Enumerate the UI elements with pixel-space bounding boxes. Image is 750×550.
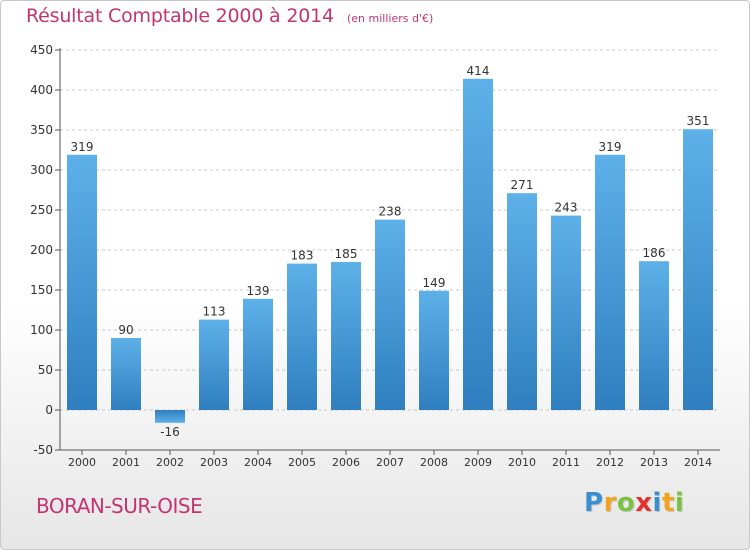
bar-2006	[331, 262, 361, 410]
x-tick-label: 2003	[200, 456, 228, 469]
x-tick-label: 2008	[420, 456, 448, 469]
value-label: 90	[118, 323, 133, 337]
y-tick-label: 50	[38, 363, 53, 377]
logo-letter: x	[635, 488, 653, 518]
y-tick-label: -50	[33, 443, 53, 457]
y-tick-label: 200	[30, 243, 53, 257]
chart-header: Résultat Comptable 2000 à 2014 (en milli…	[26, 5, 433, 27]
y-tick-label: 150	[30, 283, 53, 297]
y-tick-label: 450	[30, 43, 53, 57]
value-label: 139	[247, 284, 270, 298]
value-label: 149	[423, 276, 446, 290]
bar-2014	[683, 129, 713, 410]
value-label: 185	[335, 247, 358, 261]
x-tick-label: 2002	[156, 456, 184, 469]
y-tick-label: 0	[45, 403, 53, 417]
value-label: 238	[379, 205, 402, 219]
bar-2003	[199, 319, 229, 410]
value-label: 351	[687, 114, 710, 128]
value-label: 319	[71, 140, 94, 154]
value-label: 113	[203, 305, 226, 319]
value-label: 271	[511, 178, 534, 192]
x-tick-label: 2005	[288, 456, 316, 469]
y-tick-label: 350	[30, 123, 53, 137]
logo-letter: i	[674, 488, 685, 518]
bar-2009	[463, 78, 493, 411]
x-tick-label: 2009	[464, 456, 492, 469]
bar-2012	[595, 154, 625, 410]
x-tick-label: 2010	[508, 456, 536, 469]
x-tick-label: 2006	[332, 456, 360, 469]
bar-2000	[67, 154, 97, 410]
chart-title: Résultat Comptable 2000 à 2014	[26, 5, 334, 27]
y-tick-label: 400	[30, 83, 53, 97]
x-tick-label: 2014	[684, 456, 712, 469]
bar-2005	[287, 263, 317, 410]
chart-subtitle: (en milliers d'€)	[346, 12, 434, 25]
value-label: 414	[467, 64, 490, 78]
bar-2011	[551, 215, 581, 410]
proxiti-logo: Proxiti	[584, 488, 684, 518]
x-tick-label: 2011	[552, 456, 580, 469]
x-tick-label: 2001	[112, 456, 140, 469]
bar-2004	[243, 298, 273, 410]
bar-2008	[419, 290, 449, 410]
value-label: 186	[643, 246, 666, 260]
logo-letter: o	[616, 488, 636, 518]
label-layer: 319 90 -16 113 139 183 185 238 149 414 271 243 319 18…	[71, 64, 710, 439]
y-tick-label: 300	[30, 163, 53, 177]
bar-2007	[375, 219, 405, 410]
bar-2013	[639, 261, 669, 410]
x-tick-label: 2007	[376, 456, 404, 469]
logo-letter: t	[661, 488, 675, 518]
x-tick-label: 2013	[640, 456, 668, 469]
y-tick-label: 100	[30, 323, 53, 337]
value-label: -16	[160, 425, 180, 439]
bar-2010	[507, 193, 537, 410]
bar-2001	[111, 338, 141, 410]
axis-layer: -50 0 50 100 150 200 250 300 350 400 450 2000 2001 20…	[30, 43, 720, 469]
x-tick-label: 2004	[244, 456, 272, 469]
value-label: 183	[291, 249, 314, 263]
logo-letter: r	[603, 488, 617, 518]
logo-letter: P	[584, 488, 604, 518]
x-tick-label: 2000	[68, 456, 96, 469]
place-name: BORAN-SUR-OISE	[36, 494, 203, 518]
y-tick-label: 250	[30, 203, 53, 217]
bar-layer	[67, 78, 713, 423]
x-tick-label: 2012	[596, 456, 624, 469]
bar-2002	[155, 410, 185, 423]
logo-letter: i	[652, 488, 662, 518]
value-label: 243	[555, 201, 578, 215]
value-label: 319	[599, 140, 622, 154]
